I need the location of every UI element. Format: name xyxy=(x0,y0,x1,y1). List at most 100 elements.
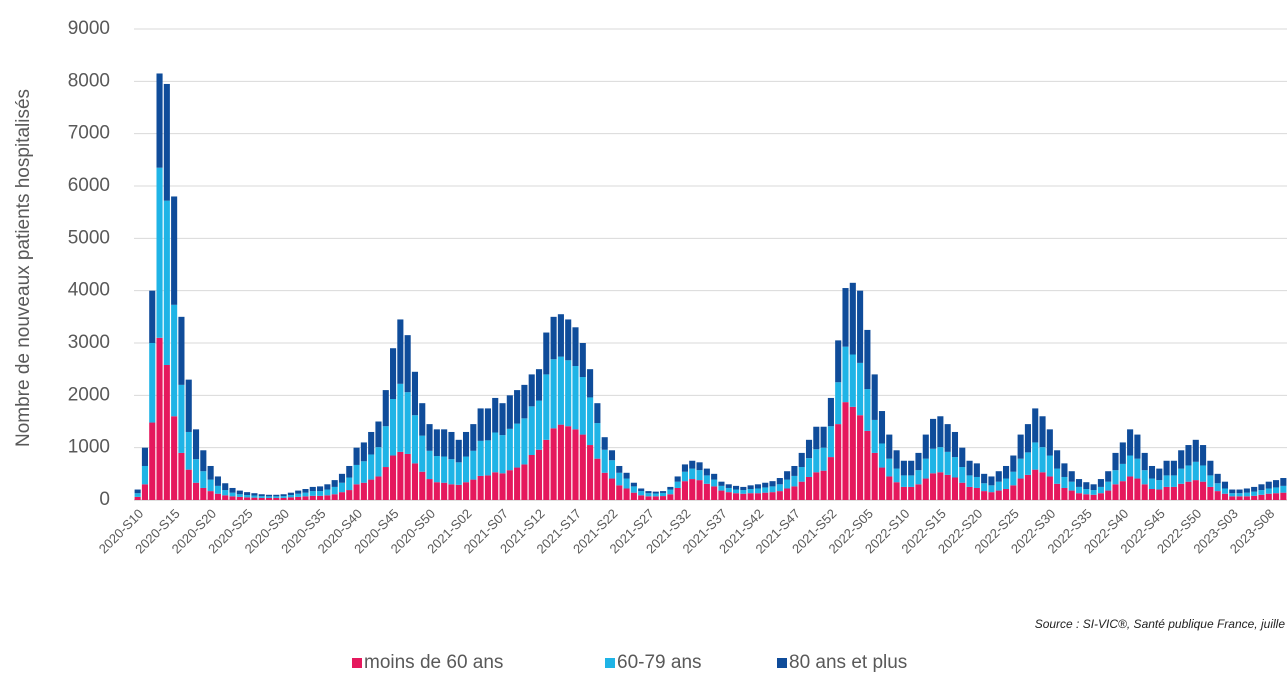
bar-segment xyxy=(528,374,535,407)
bar-segment xyxy=(244,492,251,496)
bar-segment xyxy=(1229,493,1236,497)
bar-segment xyxy=(550,316,557,360)
bar-segment xyxy=(382,426,389,468)
y-tick-label: 3000 xyxy=(68,332,110,353)
y-tick-label: 2000 xyxy=(68,384,110,405)
bar-segment xyxy=(703,468,710,476)
bar-segment xyxy=(565,360,572,427)
bar-segment xyxy=(229,496,236,500)
bar-segment xyxy=(185,379,192,432)
bar-segment xyxy=(207,465,214,480)
bar-segment xyxy=(579,343,586,378)
bar-segment xyxy=(192,429,200,460)
bar-segment xyxy=(827,426,834,458)
bar-segment xyxy=(1258,494,1265,500)
bar-segment xyxy=(1024,424,1031,453)
bar-segment xyxy=(1054,468,1061,484)
bar-segment xyxy=(149,422,156,500)
bar-segment xyxy=(1148,478,1156,490)
bar-segment xyxy=(397,383,404,452)
bar-segment xyxy=(317,495,324,500)
bar-segment xyxy=(484,408,491,441)
legend-swatch xyxy=(352,658,362,668)
bar-segment xyxy=(915,484,922,500)
bar-segment xyxy=(1032,408,1039,443)
bar-segment xyxy=(1273,487,1280,494)
bar-segment xyxy=(251,495,258,498)
bar-segment xyxy=(426,424,433,451)
bar-segment xyxy=(1141,452,1148,471)
bar-segment xyxy=(594,423,601,459)
bar-segment xyxy=(1032,469,1039,500)
bar-segment xyxy=(776,491,783,500)
bar-segment xyxy=(477,408,484,441)
bar-segment xyxy=(718,485,725,491)
bar-segment xyxy=(608,478,616,500)
bar-segment xyxy=(886,434,893,459)
bar-segment xyxy=(470,424,477,451)
bar-segment xyxy=(864,430,871,500)
bar-segment xyxy=(674,481,681,488)
bar-segment xyxy=(280,496,287,498)
bar-segment xyxy=(1112,452,1119,471)
bar-segment xyxy=(959,467,966,483)
bar-segment xyxy=(149,343,156,423)
bar-segment xyxy=(645,491,652,494)
bar-segment xyxy=(1046,476,1053,500)
bar-segment xyxy=(419,403,426,436)
bar-segment xyxy=(462,456,470,483)
bar-segment xyxy=(689,460,696,469)
bar-segment xyxy=(1105,471,1112,482)
bar-segment xyxy=(1119,481,1126,500)
bar-segment xyxy=(922,458,929,479)
bar-segment xyxy=(930,448,937,474)
bar-segment xyxy=(652,493,659,497)
bar-segment xyxy=(390,455,397,500)
y-tick-label: 8000 xyxy=(68,70,110,91)
bar-segment xyxy=(1280,485,1287,493)
bar-segment xyxy=(805,476,813,500)
legend-swatch xyxy=(777,658,787,668)
bar-segment xyxy=(1105,481,1112,491)
bar-segment xyxy=(608,460,616,479)
bar-segment xyxy=(1039,447,1046,473)
bar-segment xyxy=(244,497,251,500)
bar-segment xyxy=(798,467,805,482)
bar-segment xyxy=(915,452,922,471)
bar-segment xyxy=(258,494,265,497)
bar-segment xyxy=(185,431,192,470)
bar-segment xyxy=(1134,434,1141,459)
bar-segment xyxy=(711,473,718,480)
bar-segment xyxy=(484,475,491,500)
bar-segment xyxy=(1251,495,1258,500)
bar-segment xyxy=(448,459,455,485)
bar-segment xyxy=(922,478,929,500)
bar-segment xyxy=(732,493,740,500)
bar-segment xyxy=(601,437,608,450)
bar-segment xyxy=(1068,471,1075,482)
bar-segment xyxy=(820,470,827,500)
bar-segment xyxy=(1127,429,1134,456)
bar-segment xyxy=(1156,480,1163,490)
bar-segment xyxy=(645,493,652,497)
bar-segment xyxy=(827,397,834,427)
bar-segment xyxy=(652,496,659,500)
bar-segment xyxy=(689,479,696,500)
bar-segment xyxy=(156,167,163,338)
bar-segment xyxy=(594,403,601,424)
bar-segment xyxy=(521,418,528,465)
bar-segment xyxy=(1280,478,1287,486)
bar-segment xyxy=(433,429,440,457)
bar-segment xyxy=(930,418,937,449)
bar-segment xyxy=(280,494,287,497)
bar-segment xyxy=(214,485,221,494)
bar-segment xyxy=(594,458,601,500)
bar-segment xyxy=(360,442,367,462)
bar-segment xyxy=(769,492,776,500)
bar-segment xyxy=(1200,465,1207,482)
bar-segment xyxy=(798,452,805,468)
bar-segment xyxy=(1068,481,1075,491)
bar-segment xyxy=(375,476,382,500)
bar-segment xyxy=(769,481,776,487)
bar-segment xyxy=(864,329,871,390)
